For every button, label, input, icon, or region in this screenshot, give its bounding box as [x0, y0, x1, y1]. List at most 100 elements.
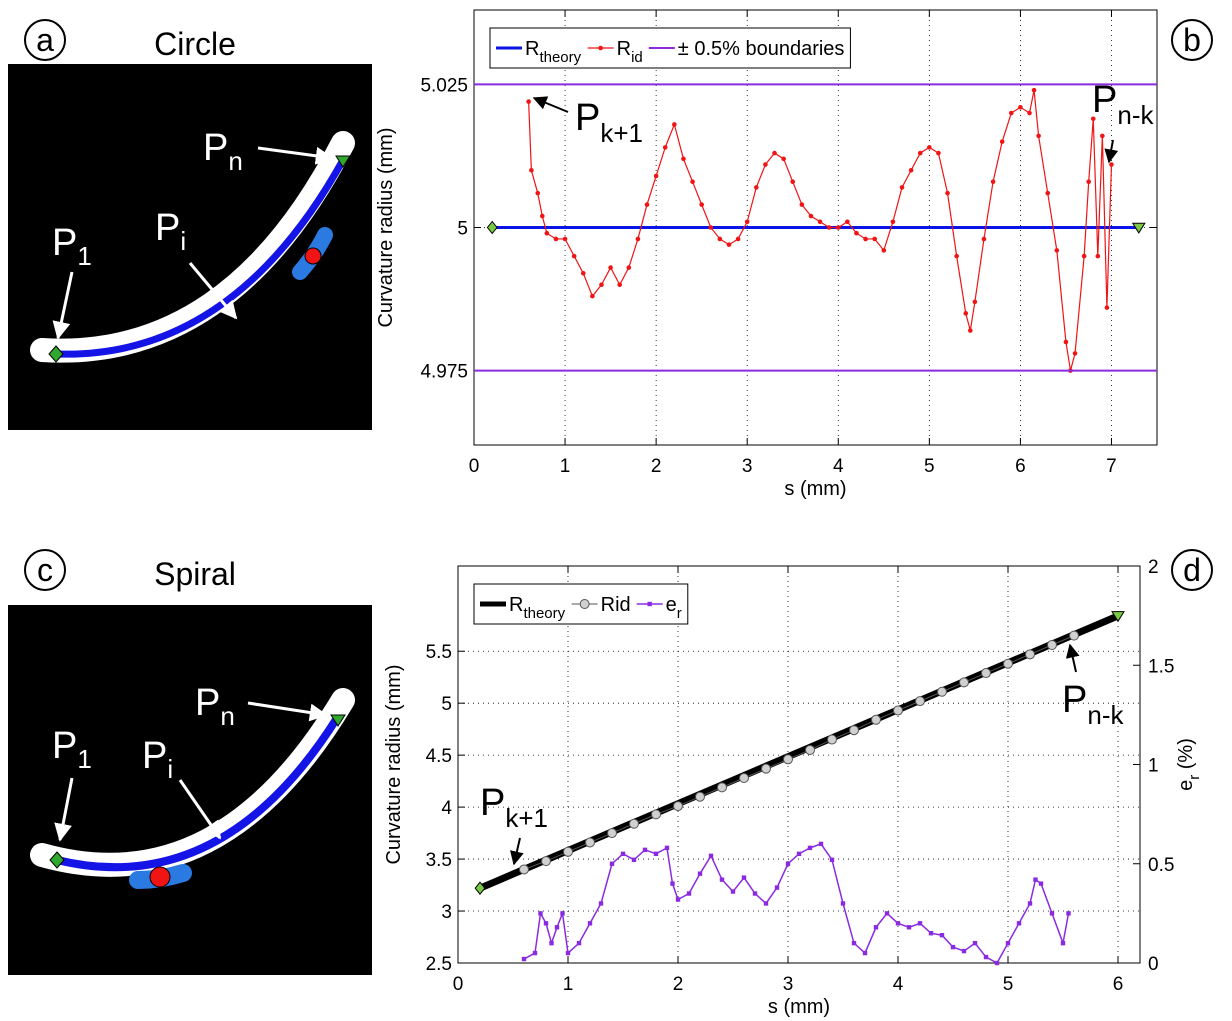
data-point [519, 864, 529, 875]
data-point [535, 190, 541, 196]
data-point [1054, 248, 1060, 253]
legend-label: Rtheory [509, 594, 566, 622]
y-axis-label: Curvature radius (mm) [375, 127, 397, 327]
legend-label-main: R [525, 38, 539, 60]
x-tick-label: 2 [651, 456, 662, 477]
data-point [1081, 253, 1087, 259]
data-point [608, 265, 613, 270]
annotation: Pn-k [1062, 679, 1124, 730]
arrow [257, 146, 334, 165]
data-point [717, 236, 723, 242]
plot-area [458, 566, 1140, 963]
data-point [739, 773, 749, 784]
legend-label: Rid [601, 594, 631, 616]
data-point [849, 725, 859, 736]
data-point [1109, 162, 1114, 167]
x-tick-label: 3 [742, 456, 753, 477]
x-tick-label: 3 [783, 974, 794, 995]
data-point [726, 242, 732, 247]
legend-label: Rtheory [525, 38, 582, 66]
data-point [1005, 940, 1011, 946]
annotation-sub: k+1 [600, 118, 643, 148]
data-point [699, 202, 704, 207]
start-marker [48, 345, 64, 363]
panel-title: Spiral [154, 556, 236, 592]
panel-title: Circle [154, 26, 236, 62]
curve [55, 158, 347, 358]
data-point [653, 173, 659, 179]
data-point [872, 236, 877, 242]
data-point [783, 754, 793, 765]
data-point [862, 950, 868, 956]
data-point [968, 328, 973, 333]
y2-axis-label-main: e [1175, 780, 1197, 791]
annotation-arrow [510, 837, 524, 866]
panel-label: c [37, 552, 53, 588]
x-axis-label: s (mm) [768, 996, 830, 1018]
data-point [629, 818, 639, 829]
y-tick-label: 2.5 [426, 954, 452, 975]
data-point [927, 145, 932, 150]
panel-label: b [1183, 22, 1201, 58]
data-point [571, 253, 577, 259]
data-point [565, 950, 571, 956]
y-tick-label: 3.5 [426, 850, 452, 871]
legend-label-sub: theory [539, 49, 581, 66]
data-point [899, 185, 905, 190]
data-point [954, 253, 959, 259]
curve [56, 715, 341, 872]
panel-label-ring [24, 19, 66, 61]
annotation-main: P [480, 782, 505, 824]
end-marker [1131, 222, 1146, 234]
image-background [8, 605, 372, 975]
x-tick-label: 6 [1113, 974, 1124, 995]
y-tick-label: 3 [441, 902, 452, 923]
legend-label-main: R [509, 594, 523, 616]
data-point [1090, 116, 1096, 122]
data-point [651, 809, 661, 820]
data-point [917, 921, 923, 926]
y2-tick-label: 1 [1148, 756, 1159, 777]
data-point [532, 950, 538, 956]
data-point [609, 861, 615, 866]
y-tick-label: 4.975 [420, 362, 468, 383]
annotation-arrow [1104, 139, 1119, 164]
data-point [579, 599, 590, 609]
data-point [928, 931, 934, 936]
data-point [981, 668, 991, 679]
data-point [544, 230, 550, 236]
data-point [884, 911, 890, 916]
data-point [1036, 133, 1041, 139]
data-point [617, 282, 623, 288]
data-point [1008, 110, 1014, 116]
data-point [1069, 630, 1079, 641]
x-tick-label: 5 [1003, 974, 1014, 995]
data-point [983, 954, 989, 960]
legend-label-sub: r [677, 605, 682, 622]
data-point [1018, 105, 1023, 110]
data-point [635, 236, 641, 242]
data-point [774, 885, 780, 890]
panel-label: d [1183, 552, 1201, 588]
annotation: Pi [142, 735, 173, 784]
data-point [826, 225, 832, 230]
data-point [670, 881, 675, 886]
start-marker [49, 851, 65, 869]
data-point [590, 293, 595, 299]
y-tick-label: 5.5 [426, 642, 452, 663]
legend-label: ± 0.5% boundaries [678, 38, 845, 60]
data-point [972, 299, 978, 305]
data-point [1027, 901, 1033, 906]
data-point [999, 139, 1005, 144]
data-point [1060, 940, 1066, 946]
curve-outline [30, 131, 355, 363]
annotation-sub: k+1 [505, 803, 548, 833]
panel-a: a Circle Pn Pi P1 [8, 19, 372, 430]
data-point [1003, 658, 1013, 669]
x-tick-label: 7 [1106, 456, 1117, 477]
y2-axis-label-suffix: (%) [1175, 738, 1197, 775]
data-point [690, 179, 695, 185]
y2-tick-label: 0.5 [1148, 855, 1174, 876]
data-point [863, 236, 868, 242]
